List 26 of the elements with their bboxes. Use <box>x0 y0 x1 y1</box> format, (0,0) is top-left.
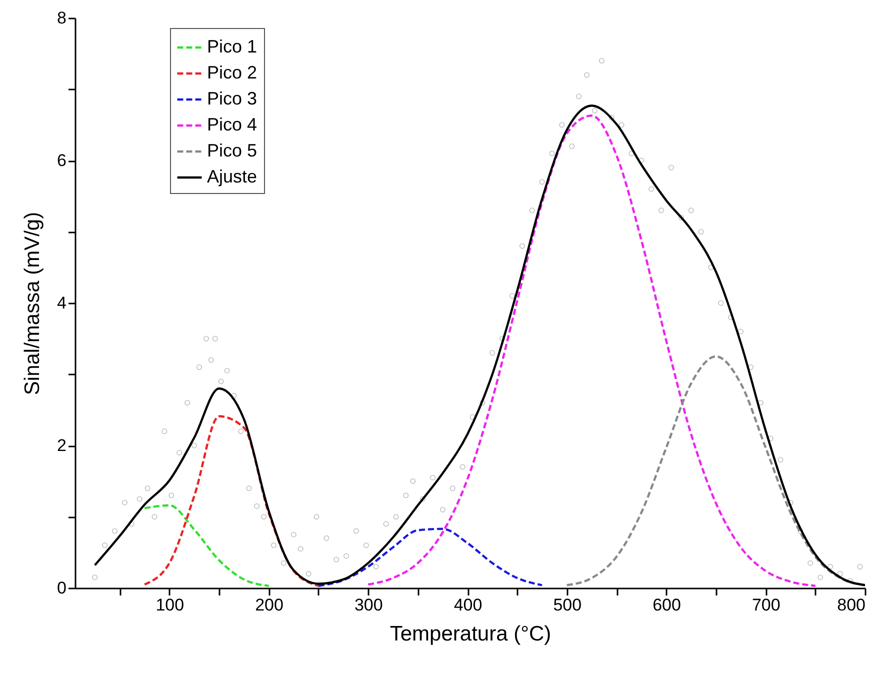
legend-label: Pico 2 <box>207 62 258 82</box>
legend-label: Pico 1 <box>207 36 258 56</box>
x-axis-title: Temperatura (°C) <box>390 622 552 646</box>
legend-label: Pico 5 <box>207 140 258 160</box>
x-tick-label: 400 <box>454 596 482 614</box>
line-series <box>566 355 865 586</box>
line-series <box>367 114 816 587</box>
y-tick-label: 0 <box>57 578 66 598</box>
y-tick-label: 8 <box>57 8 66 28</box>
x-tick-label: 200 <box>255 596 284 614</box>
y-tick-label: 4 <box>57 294 66 312</box>
y-axis-title: Sinal/massa (mV/g) <box>21 212 44 396</box>
x-tick-label: 700 <box>752 596 780 614</box>
legend-label: Pico 3 <box>207 88 258 108</box>
line-series <box>143 415 320 587</box>
x-tick-label: 500 <box>553 596 582 614</box>
legend-label: Pico 4 <box>207 114 258 134</box>
y-tick-label: 6 <box>57 151 66 170</box>
x-tick-label: 800 <box>837 596 866 614</box>
y-tick-label: 2 <box>57 436 66 455</box>
legend-label: Ajuste <box>207 166 258 186</box>
x-tick-label: 100 <box>156 596 184 614</box>
line-series <box>317 528 544 587</box>
x-tick-label: 300 <box>354 596 383 614</box>
x-tick-label: 600 <box>652 596 681 614</box>
line-series <box>143 504 270 587</box>
